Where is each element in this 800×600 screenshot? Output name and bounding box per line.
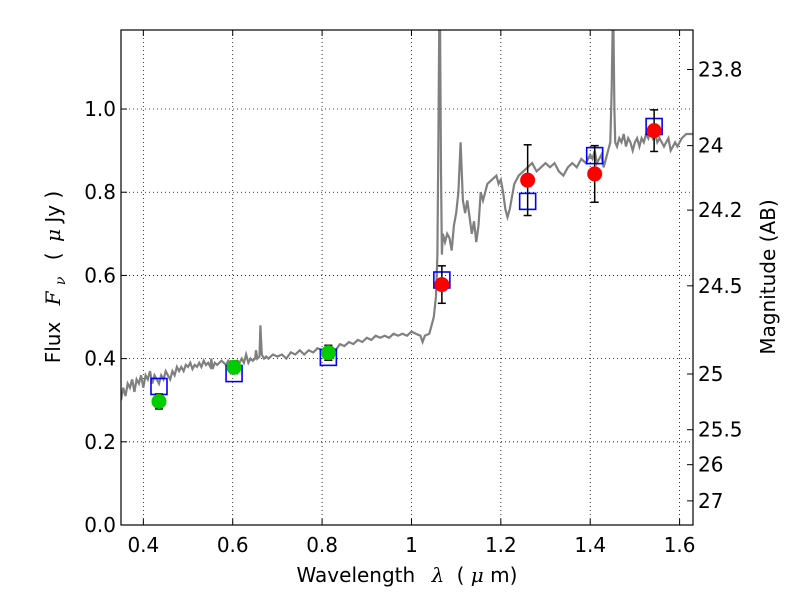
y-tick-label: 0.2 — [84, 430, 116, 454]
y2-tick-label: 27 — [698, 489, 723, 513]
y2-tick-label: 25.5 — [698, 418, 743, 442]
y2-tick-label: 24.5 — [698, 274, 743, 298]
plot-frame — [120, 29, 694, 526]
observed-nir-point — [520, 172, 536, 188]
x-tick-label: 0.4 — [127, 533, 159, 557]
y-tick-label: 1.0 — [84, 97, 116, 121]
y2-tick-label: 26 — [698, 453, 723, 477]
y2-tick-label: 25 — [698, 362, 723, 386]
axis-ticks: 0.4 0.6 0.8 1 1.2 1.4 1.6 0.0 0.2 0.4 0.6 0.8 1.0 23.… — [84, 30, 743, 557]
y-axis-nu: ν — [53, 276, 69, 285]
y-axis-label: Flux F ν ( μ Jy ) — [41, 191, 70, 364]
y2-tick-label: 24 — [698, 134, 723, 158]
y-tick-label: 0.8 — [84, 180, 116, 204]
y-axis-label-text: Flux — [41, 322, 65, 364]
y-tick-label: 0.0 — [84, 513, 116, 537]
x-axis-label-text: Wavelength — [297, 563, 416, 587]
x-tick-label: 0.6 — [217, 533, 249, 557]
plot-area — [121, 30, 693, 410]
y-tick-label: 0.6 — [84, 263, 116, 287]
y-axis-unit-open: ( — [41, 252, 65, 260]
observed-optical-point — [151, 393, 167, 409]
observed-nir-point — [434, 277, 450, 293]
y2-tick-label: 23.8 — [698, 58, 743, 82]
sed-model-line — [121, 30, 693, 401]
grid — [121, 30, 693, 526]
y2-axis-label: Magnitude (AB) — [756, 199, 780, 354]
x-axis-unit-mu: μ — [471, 563, 484, 587]
x-tick-label: 0.8 — [306, 533, 338, 557]
x-axis-lambda: λ — [431, 563, 445, 587]
x-tick-label: 1 — [405, 533, 418, 557]
x-tick-label: 1.4 — [574, 533, 606, 557]
y-axis-unit-rest: Jy ) — [41, 191, 65, 225]
observed-nir-point — [646, 123, 662, 139]
x-axis-unit-rest: m) — [490, 563, 517, 587]
x-tick-label: 1.6 — [664, 533, 696, 557]
observed-nir-point — [587, 166, 603, 182]
observed-optical-point — [226, 359, 242, 375]
x-axis-unit-open: ( — [457, 563, 465, 587]
y-tick-label: 0.4 — [84, 347, 116, 371]
observed-optical-point — [320, 345, 336, 361]
y-axis-unit-mu: μ — [41, 229, 65, 242]
y2-tick-label: 24.2 — [698, 198, 743, 222]
x-tick-label: 1.2 — [485, 533, 517, 557]
y-axis-f: F — [41, 290, 65, 306]
x-axis-label: Wavelength λ ( μ m) — [297, 563, 518, 587]
